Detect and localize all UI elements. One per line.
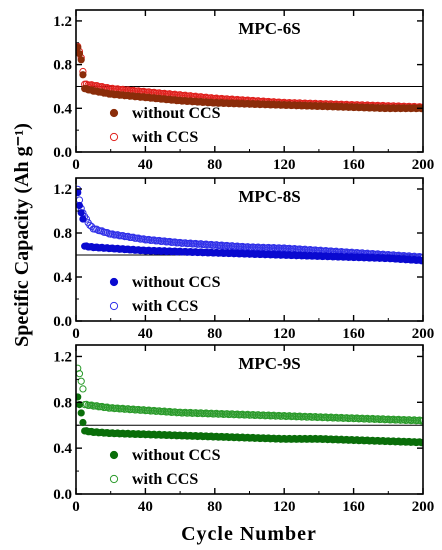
x-tick-label: 0	[72, 499, 80, 515]
data-point	[103, 403, 111, 411]
x-tick-label: 200	[412, 326, 435, 342]
panel-mpc-6s: 0 40 80 120 160 200 0.0 0.4 0.8 1.2 MPC-6S without …	[53, 9, 435, 173]
data-point	[76, 393, 82, 401]
y-tick-label: 0.8	[53, 395, 72, 411]
x-tick-label: 120	[273, 157, 296, 173]
x-tick-label: 120	[273, 326, 296, 342]
x-tick-label: 40	[138, 157, 153, 173]
legend-label-with: with CCS	[132, 298, 198, 315]
data-point	[79, 215, 87, 223]
data-point	[77, 56, 85, 64]
y-tick-label: 1.2	[53, 182, 72, 198]
data-point	[88, 401, 96, 409]
legend: without CCS with CCS	[109, 447, 221, 488]
series-with-ccs	[76, 42, 423, 112]
x-tick-label: 160	[342, 157, 365, 173]
legend-marker-with	[109, 301, 119, 311]
x-tick-label: 200	[412, 157, 435, 173]
series-without-ccs	[76, 393, 423, 447]
series-group	[76, 364, 423, 447]
x-tick-label: 40	[138, 499, 153, 515]
data-point	[77, 377, 85, 385]
y-tick-label: 1.2	[53, 14, 72, 30]
data-point	[77, 209, 85, 217]
series-without-ccs	[76, 43, 423, 113]
y-tick-label: 0.8	[53, 226, 72, 242]
data-point	[93, 225, 101, 233]
data-point	[129, 233, 137, 241]
x-tick-label: 80	[207, 157, 222, 173]
data-point	[124, 232, 132, 241]
data-point	[76, 370, 84, 378]
panel-mpc-9s: 0 40 80 120 160 200 0.0 0.4 0.8 1.2 MPC-9S without …	[53, 344, 435, 515]
data-point	[108, 230, 117, 238]
series-group	[76, 185, 423, 265]
y-tick-label: 0.4	[53, 441, 72, 457]
legend: without CCS with CCS	[109, 105, 221, 146]
x-tick-label: 40	[138, 326, 153, 342]
x-tick-label: 200	[412, 499, 435, 515]
x-axis-label: Cycle Number	[181, 523, 317, 545]
panel-title: MPC-9S	[238, 354, 300, 373]
y-tick-label: 0.0	[53, 314, 72, 330]
data-point	[134, 234, 143, 242]
y-tick-label: 0.4	[53, 270, 72, 286]
data-point	[119, 231, 127, 240]
x-tick-label: 160	[342, 326, 365, 342]
panel-mpc-8s: 0 40 80 120 160 200 0.0 0.4 0.8 1.2 MPC-8S without …	[53, 177, 435, 342]
legend-label-without: without CCS	[132, 447, 221, 464]
y-tick-label: 0.8	[53, 58, 72, 74]
data-point	[82, 400, 91, 408]
y-axis-label: Specific Capacity (Ah g⁻¹)	[11, 123, 33, 347]
x-tick-label: 0	[72, 157, 80, 173]
x-tick-label: 80	[207, 326, 222, 342]
y-tick-label: 0.0	[53, 145, 72, 161]
data-point	[79, 418, 87, 427]
data-point	[79, 71, 87, 79]
data-point	[79, 385, 87, 393]
data-point	[77, 409, 85, 417]
legend-label-with: with CCS	[132, 471, 198, 488]
y-tick-label: 0.0	[53, 487, 72, 503]
legend: without CCS with CCS	[109, 274, 221, 315]
legend-label-with: with CCS	[132, 129, 198, 146]
x-tick-label: 160	[342, 499, 365, 515]
data-point	[103, 228, 111, 237]
legend-marker-without	[109, 450, 119, 460]
data-point	[98, 227, 106, 235]
panel-title: MPC-6S	[238, 19, 300, 38]
series-with-ccs	[76, 364, 423, 425]
data-point	[76, 201, 84, 210]
panels: 0 40 80 120 160 200 0.0 0.4 0.8 1.2 MPC-6S without …	[53, 9, 435, 515]
legend-label-without: without CCS	[132, 105, 221, 122]
data-point	[98, 402, 106, 411]
x-tick-label: 120	[273, 499, 296, 515]
series-without-ccs	[76, 189, 423, 265]
series-group	[76, 42, 423, 113]
legend-label-without: without CCS	[132, 274, 221, 291]
panel-title: MPC-8S	[238, 187, 300, 206]
data-point	[93, 402, 101, 410]
legend-marker-without	[109, 277, 119, 287]
data-point	[140, 235, 148, 243]
data-point	[76, 50, 84, 58]
x-tick-label: 80	[207, 499, 222, 515]
y-tick-label: 1.2	[53, 349, 72, 365]
y-tick-label: 0.4	[53, 101, 72, 117]
legend-marker-with	[109, 132, 119, 142]
data-point	[114, 231, 122, 239]
x-tick-label: 0	[72, 326, 80, 342]
legend-marker-without	[109, 108, 119, 118]
legend-marker-with	[109, 474, 119, 484]
